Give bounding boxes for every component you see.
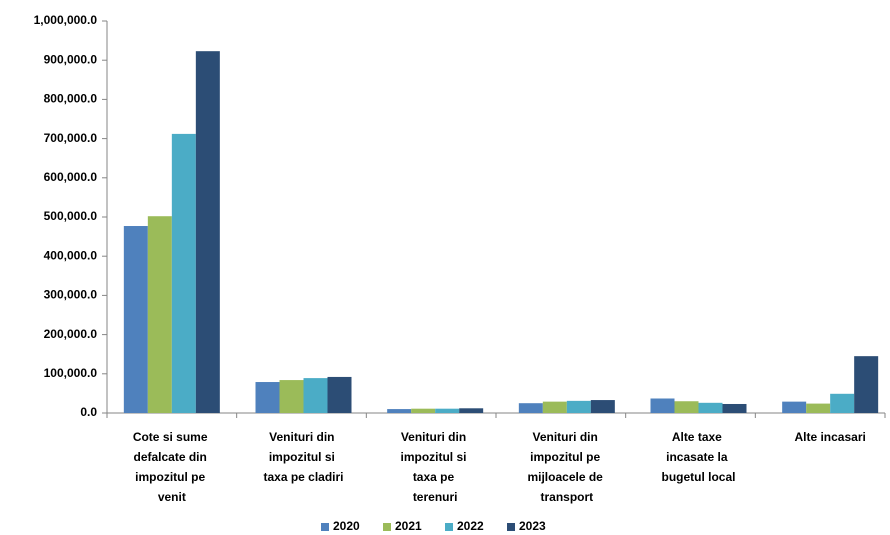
bar bbox=[255, 382, 280, 413]
bar bbox=[459, 408, 484, 413]
y-tick-label: 100,000.0 bbox=[44, 366, 98, 380]
legend-label: 2023 bbox=[519, 519, 546, 533]
bar bbox=[698, 402, 723, 413]
bar bbox=[782, 401, 807, 413]
bar bbox=[303, 378, 328, 413]
bar bbox=[566, 400, 591, 413]
legend-swatch bbox=[321, 523, 329, 531]
bar bbox=[590, 400, 615, 413]
legend-label: 2021 bbox=[395, 519, 422, 533]
bar bbox=[279, 380, 304, 413]
y-tick-label: 900,000.0 bbox=[44, 52, 98, 66]
y-tick-label: 800,000.0 bbox=[44, 92, 98, 106]
y-tick-label: 500,000.0 bbox=[44, 209, 98, 223]
bar bbox=[650, 398, 675, 413]
y-tick-label: 600,000.0 bbox=[44, 170, 98, 184]
bar bbox=[411, 408, 436, 413]
legend-swatch bbox=[445, 523, 453, 531]
bar bbox=[830, 393, 855, 413]
bar bbox=[542, 401, 567, 413]
legend-swatch bbox=[507, 523, 515, 531]
legend-label: 2020 bbox=[333, 519, 360, 533]
bar bbox=[518, 403, 543, 413]
y-tick-label: 700,000.0 bbox=[44, 131, 98, 145]
x-tick-label: Alte incasari bbox=[794, 430, 865, 444]
bar bbox=[806, 403, 831, 413]
bar bbox=[327, 376, 352, 413]
x-tick-label: Venituri din impozitul si taxa pe cladir… bbox=[263, 430, 343, 484]
x-tick-label: Venituri din impozitul si taxa pe terenu… bbox=[400, 430, 469, 504]
legend-swatch bbox=[383, 523, 391, 531]
bar bbox=[854, 356, 879, 413]
legend-label: 2022 bbox=[457, 519, 484, 533]
bar bbox=[147, 216, 172, 413]
x-tick-label: Alte taxe incasate la bugetul local bbox=[661, 430, 735, 484]
bar bbox=[722, 403, 747, 413]
y-tick-label: 200,000.0 bbox=[44, 327, 98, 341]
bar bbox=[195, 51, 220, 414]
y-tick-label: 300,000.0 bbox=[44, 288, 98, 302]
y-tick-label: 400,000.0 bbox=[44, 248, 98, 262]
bar bbox=[435, 408, 460, 413]
bar bbox=[674, 401, 699, 413]
bar bbox=[123, 226, 148, 413]
x-tick-label: Venituri din impozitul pe mijloacele de … bbox=[527, 430, 606, 504]
y-tick-label: 0.0 bbox=[80, 405, 97, 419]
x-tick-label: Cote si sume defalcate din impozitul pe … bbox=[133, 430, 211, 504]
bar bbox=[171, 133, 196, 413]
y-tick-label: 1,000,000.0 bbox=[34, 13, 98, 27]
bar bbox=[387, 409, 412, 413]
